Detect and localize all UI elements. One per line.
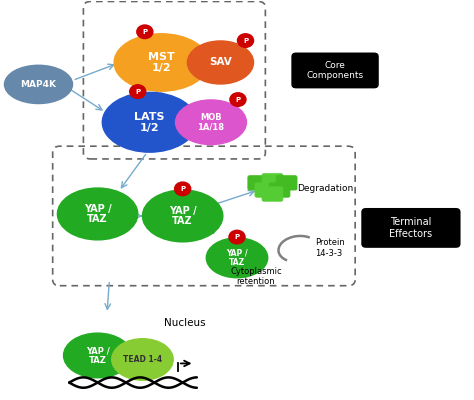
FancyBboxPatch shape xyxy=(361,208,461,248)
Circle shape xyxy=(237,34,254,47)
Text: YAP /
TAZ: YAP / TAZ xyxy=(226,248,248,267)
Text: Protein
14-3-3: Protein 14-3-3 xyxy=(315,238,345,258)
Text: Core
Components: Core Components xyxy=(307,61,364,80)
Circle shape xyxy=(130,85,146,98)
Ellipse shape xyxy=(57,188,138,240)
Ellipse shape xyxy=(206,238,268,278)
Text: TEAD 1-4: TEAD 1-4 xyxy=(123,355,162,364)
Circle shape xyxy=(230,93,246,106)
Ellipse shape xyxy=(143,190,223,242)
Text: P: P xyxy=(235,234,239,240)
Text: YAP /
TAZ: YAP / TAZ xyxy=(169,206,196,226)
Text: P: P xyxy=(236,96,240,102)
Text: YAP /
TAZ: YAP / TAZ xyxy=(86,346,109,365)
Text: Terminal
Effectors: Terminal Effectors xyxy=(389,217,432,239)
Text: P: P xyxy=(135,88,140,94)
Ellipse shape xyxy=(112,339,173,380)
FancyBboxPatch shape xyxy=(248,176,269,190)
FancyBboxPatch shape xyxy=(255,183,276,197)
Text: MAP4K: MAP4K xyxy=(20,80,56,89)
Ellipse shape xyxy=(187,41,254,84)
Text: SAV: SAV xyxy=(209,58,232,68)
Text: MST
1/2: MST 1/2 xyxy=(148,52,175,73)
Ellipse shape xyxy=(102,92,197,152)
Ellipse shape xyxy=(64,333,132,378)
Text: Cytoplasmic
retention: Cytoplasmic retention xyxy=(230,267,282,286)
FancyBboxPatch shape xyxy=(262,187,283,201)
Text: YAP /
TAZ: YAP / TAZ xyxy=(84,204,111,224)
FancyBboxPatch shape xyxy=(262,174,283,188)
Text: LATS
1/2: LATS 1/2 xyxy=(134,112,165,133)
Ellipse shape xyxy=(4,65,73,104)
FancyBboxPatch shape xyxy=(276,176,297,190)
Circle shape xyxy=(229,230,245,244)
Ellipse shape xyxy=(114,34,209,91)
Text: Degradation: Degradation xyxy=(297,184,353,192)
Text: P: P xyxy=(243,38,248,44)
Text: P: P xyxy=(142,29,147,35)
Ellipse shape xyxy=(175,100,246,144)
Text: P: P xyxy=(180,186,185,192)
FancyBboxPatch shape xyxy=(292,52,379,88)
Text: MOB
1A/18: MOB 1A/18 xyxy=(198,113,225,132)
FancyBboxPatch shape xyxy=(269,183,290,197)
Text: Nucleus: Nucleus xyxy=(164,318,206,328)
Circle shape xyxy=(174,182,191,196)
Circle shape xyxy=(137,25,153,38)
